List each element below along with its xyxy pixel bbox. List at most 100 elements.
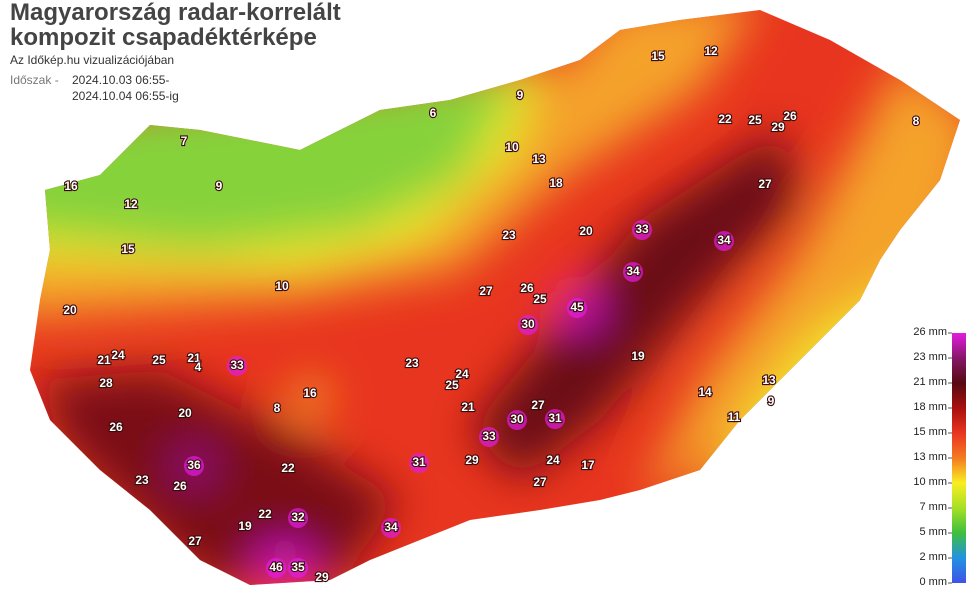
legend-swatch: [952, 333, 966, 358]
legend-label: 26 mm: [913, 326, 947, 338]
station-highlight: [632, 220, 652, 240]
station-value: 7: [181, 134, 188, 148]
legend-label: 23 mm: [913, 351, 947, 363]
station-value: 20: [579, 224, 593, 238]
station-value: 34: [384, 520, 398, 534]
station-value: 46: [269, 560, 283, 574]
legend-swatch: [952, 558, 966, 583]
station-value: 21: [187, 351, 201, 365]
station-highlight: [479, 427, 499, 447]
station-value: 23: [135, 473, 149, 487]
legend-swatch: [952, 508, 966, 533]
station-value: 27: [758, 177, 772, 191]
station-value: 10: [505, 140, 519, 154]
station-value: 31: [548, 411, 562, 425]
station-highlight: [227, 356, 247, 376]
station-value: 4: [195, 360, 202, 374]
station-highlight: [714, 231, 734, 251]
legend-label: 5 mm: [920, 526, 948, 538]
station-value: 6: [430, 106, 437, 120]
station-value: 45: [570, 300, 584, 314]
station-value: 24: [455, 367, 469, 381]
station-value: 20: [63, 303, 77, 317]
station-value: 29: [315, 570, 329, 584]
station-highlight: [623, 262, 643, 282]
station-value: 9: [517, 88, 524, 102]
station-value: 30: [521, 317, 535, 331]
station-highlight: [507, 410, 527, 430]
station-value: 24: [111, 348, 125, 362]
station-value: 33: [635, 222, 649, 236]
legend-swatch: [952, 533, 966, 558]
station-highlight: [266, 558, 286, 578]
station-value: 16: [303, 386, 317, 400]
legend-swatch: [952, 358, 966, 383]
period-to: 2024.10.04 06:55-ig: [72, 89, 179, 103]
station-value: 25: [748, 113, 762, 127]
station-value: 8: [913, 114, 920, 128]
station-value: 21: [97, 353, 111, 367]
legend-swatch: [952, 458, 966, 483]
station-value: 11: [728, 410, 741, 424]
period-from: 2024.10.03 06:55-: [72, 73, 169, 87]
station-value: 23: [405, 356, 419, 370]
station-value: 26: [783, 109, 797, 123]
legend-label: 21 mm: [913, 376, 947, 388]
legend-label: 7 mm: [920, 501, 948, 513]
station-value: 19: [631, 349, 645, 363]
station-value: 27: [533, 475, 547, 489]
station-value: 13: [532, 152, 546, 166]
station-value: 20: [178, 406, 192, 420]
title: kompozit csapadéktérképe: [10, 24, 317, 51]
station-value: 26: [173, 479, 187, 493]
station-value: 14: [698, 385, 712, 399]
legend-swatch: [952, 433, 966, 458]
legend-label: 13 mm: [913, 451, 947, 463]
legend-swatch: [952, 383, 966, 408]
legend-swatch: [952, 408, 966, 433]
station-value: 28: [99, 376, 113, 390]
station-value: 9: [216, 179, 223, 193]
legend-label: 10 mm: [913, 476, 947, 488]
station-value: 18: [549, 176, 563, 190]
station-highlight: [518, 315, 538, 335]
station-value: 35: [291, 560, 305, 574]
station-value: 32: [291, 510, 305, 524]
station-value: 13: [762, 373, 776, 387]
station-highlight: [409, 453, 429, 473]
station-value: 8: [274, 401, 281, 415]
station-value: 22: [281, 461, 295, 475]
station-value: 34: [717, 233, 731, 247]
station-value: 22: [258, 507, 272, 521]
station-value: 12: [124, 197, 138, 211]
station-value: 36: [187, 458, 201, 472]
station-highlight: [567, 298, 587, 318]
legend-label: 2 mm: [920, 551, 948, 563]
station-value: 25: [445, 378, 459, 392]
station-value: 22: [718, 112, 732, 126]
legend-swatch: [952, 483, 966, 508]
station-value: 23: [502, 228, 516, 242]
subtitle: Az Időkép.hu vizualizációjában: [10, 53, 174, 67]
station-value: 16: [64, 179, 78, 193]
station-value: 31: [412, 455, 426, 469]
station-value: 29: [465, 453, 479, 467]
station-value: 27: [188, 534, 202, 548]
station-value: 29: [771, 120, 785, 134]
station-value: 27: [531, 398, 545, 412]
station-value: 33: [482, 429, 496, 443]
station-value: 17: [581, 458, 595, 472]
station-value: 25: [533, 292, 547, 306]
station-value: 9: [768, 394, 775, 408]
station-value: 24: [546, 453, 560, 467]
legend-label: 15 mm: [913, 426, 947, 438]
station-value: 15: [651, 49, 665, 63]
station-value: 25: [152, 353, 166, 367]
station-value: 26: [520, 281, 534, 295]
station-highlight: [545, 409, 565, 429]
station-value: 12: [704, 44, 718, 58]
title: Magyarország radar-korrelált: [10, 0, 341, 26]
station-highlight: [381, 518, 401, 538]
station-value: 34: [626, 264, 640, 278]
